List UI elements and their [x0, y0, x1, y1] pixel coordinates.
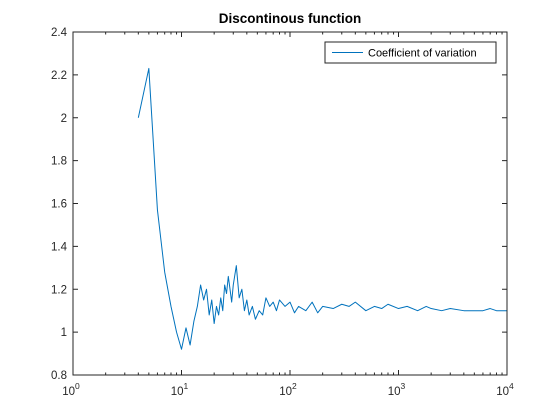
- plot-area: [73, 32, 507, 375]
- x-tick-label: 100: [62, 381, 80, 398]
- series-line-0: [137, 67, 507, 350]
- y-tick-label: 2.2: [51, 70, 67, 82]
- chart-title: Discontinous function: [219, 11, 362, 26]
- series-layer: [137, 67, 507, 350]
- y-tick-label: 1.4: [51, 241, 68, 253]
- y-tick-label: 2: [61, 113, 67, 125]
- y-tick-label: 1: [61, 327, 67, 339]
- y-tick-label: 2.4: [51, 27, 68, 39]
- y-tick-label: 0.8: [51, 370, 67, 382]
- legend-box: [324, 41, 497, 64]
- x-tick-label: 104: [496, 381, 514, 398]
- y-tick-label: 1.2: [51, 284, 67, 296]
- y-tick-label: 1.6: [51, 199, 67, 211]
- x-tick-label: 102: [279, 381, 297, 398]
- x-tick-label: 101: [171, 381, 189, 398]
- legend-label-0: Coefficient of variation: [368, 48, 477, 60]
- y-tick-label: 1.8: [51, 156, 67, 168]
- x-tick-label: 103: [388, 381, 406, 398]
- legend: Coefficient of variation: [324, 41, 497, 64]
- axes-layer: 0.8 1 1.2 1.4 1.6 1.8 2 2.2 2.4 100 101 102 103 104: [51, 27, 514, 398]
